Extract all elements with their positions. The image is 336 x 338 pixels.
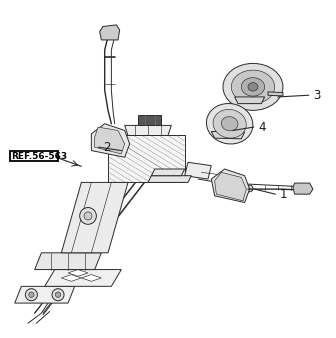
Polygon shape xyxy=(125,125,171,136)
Polygon shape xyxy=(148,176,191,183)
Ellipse shape xyxy=(206,103,253,144)
Polygon shape xyxy=(211,131,245,139)
Text: 2: 2 xyxy=(103,141,111,154)
Ellipse shape xyxy=(248,83,258,91)
Circle shape xyxy=(52,289,64,301)
Polygon shape xyxy=(211,169,250,202)
Text: 1: 1 xyxy=(280,188,287,201)
Polygon shape xyxy=(35,253,101,270)
Polygon shape xyxy=(235,97,265,104)
Polygon shape xyxy=(45,270,121,286)
Text: 4: 4 xyxy=(258,121,265,134)
Polygon shape xyxy=(138,115,161,125)
Ellipse shape xyxy=(213,110,246,138)
FancyBboxPatch shape xyxy=(10,151,58,161)
Circle shape xyxy=(80,208,96,224)
Polygon shape xyxy=(61,183,128,253)
Polygon shape xyxy=(185,162,211,179)
Polygon shape xyxy=(81,274,101,281)
Polygon shape xyxy=(68,270,88,276)
Polygon shape xyxy=(215,172,246,201)
Ellipse shape xyxy=(241,78,265,96)
Circle shape xyxy=(246,185,253,192)
Ellipse shape xyxy=(231,70,275,104)
Text: REF.56-563: REF.56-563 xyxy=(11,152,68,161)
Circle shape xyxy=(26,289,37,301)
Polygon shape xyxy=(108,136,185,183)
Polygon shape xyxy=(91,124,130,157)
Circle shape xyxy=(29,292,34,297)
Polygon shape xyxy=(95,127,125,154)
Polygon shape xyxy=(61,274,81,281)
Circle shape xyxy=(55,292,61,297)
Text: 3: 3 xyxy=(313,89,320,102)
Polygon shape xyxy=(15,286,75,303)
Ellipse shape xyxy=(223,64,283,110)
Ellipse shape xyxy=(221,117,238,131)
Polygon shape xyxy=(268,92,283,96)
Polygon shape xyxy=(100,25,120,40)
Circle shape xyxy=(84,212,92,220)
Polygon shape xyxy=(151,169,185,176)
Polygon shape xyxy=(293,183,313,194)
